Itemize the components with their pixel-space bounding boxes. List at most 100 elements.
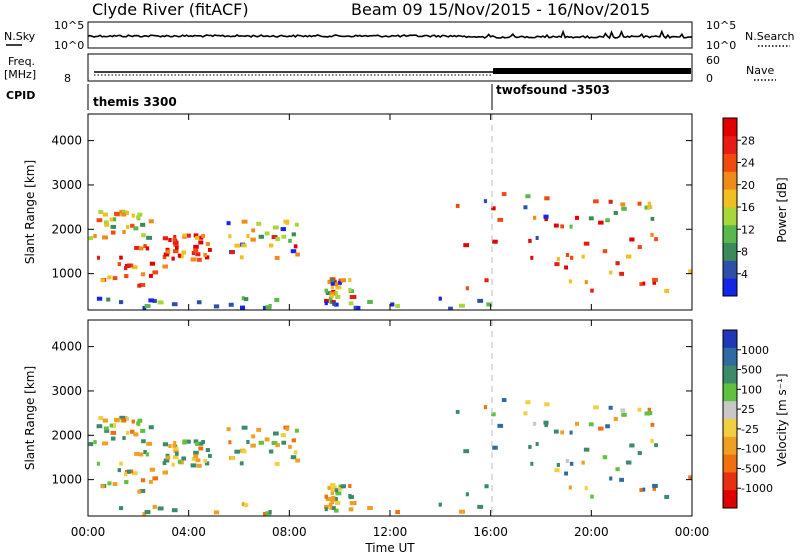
power-cell: [213, 304, 220, 309]
power-cell: [241, 243, 247, 248]
velocity-cell: [201, 440, 205, 445]
velocity-cell: [148, 425, 154, 430]
power-cell: [113, 211, 120, 216]
velocity-cell: [523, 411, 528, 416]
velocity-cell: [625, 460, 632, 465]
power-cell: [621, 206, 627, 211]
velocity-cell: [109, 423, 116, 428]
power-cell: [162, 236, 169, 241]
velocity-cell: [348, 484, 352, 489]
power-cell: [605, 218, 610, 223]
x-tick-label: 20:00: [574, 525, 609, 539]
power-cell: [340, 278, 346, 283]
power-cell: [196, 257, 202, 262]
power-cell: [258, 234, 264, 239]
velocity-cell: [104, 428, 110, 433]
power-cell: [620, 202, 626, 207]
velocity-cell: [328, 502, 333, 507]
beam-label: Beam 09: [351, 0, 423, 19]
velocity-cell: [615, 467, 620, 472]
power-cell: [367, 299, 373, 304]
power-cell: [132, 265, 138, 270]
velocity-cell: [590, 494, 594, 499]
velocity-cell: [241, 425, 248, 430]
velocity-cell: [330, 484, 335, 489]
power-cell: [483, 199, 488, 204]
nsearch-tick-bottom: 10^0: [706, 39, 736, 52]
date-range: 15/Nov/2015 - 16/Nov/2015: [428, 0, 650, 19]
power-cell: [162, 264, 169, 269]
nsky-series-line: [87, 29, 693, 40]
y-tick-label: 2000: [51, 428, 82, 442]
power-cell: [175, 245, 179, 250]
velocity-cell: [122, 436, 126, 441]
velocity-cell: [560, 430, 565, 435]
velocity-cell: [621, 412, 627, 417]
power-cell: [613, 210, 618, 215]
colorbar-swatch: [723, 365, 737, 384]
power-cell: [569, 255, 574, 260]
velocity-cell: [166, 455, 171, 460]
velocity-cell: [144, 510, 151, 515]
power-cell: [598, 220, 604, 225]
velocity-colorbar-label: Velocity [m s⁻¹]: [775, 373, 789, 466]
power-cell: [280, 227, 286, 232]
power-cell: [652, 277, 658, 282]
velocity-cell: [568, 485, 572, 490]
power-cell: [168, 238, 172, 243]
velocity-cell: [143, 450, 147, 455]
power-cell: [98, 210, 104, 215]
velocity-cell: [118, 506, 124, 511]
velocity-cell: [171, 462, 175, 467]
power-cell: [190, 257, 196, 262]
colorbar-tick-label: 20: [741, 179, 755, 192]
power-cell: [348, 278, 352, 283]
velocity-cell: [102, 418, 109, 423]
colorbar-tick-label: -25: [741, 423, 759, 436]
velocity-cell: [528, 444, 532, 449]
velocity-cell: [330, 500, 334, 505]
velocity-cell: [650, 438, 654, 443]
power-y-axis-label: Slant Range [km]: [23, 160, 37, 264]
velocity-cell: [650, 422, 655, 427]
power-cell: [131, 213, 135, 218]
velocity-cell: [491, 412, 496, 417]
power-cell: [295, 252, 300, 257]
power-cell: [228, 234, 232, 239]
power-cell: [581, 254, 585, 259]
power-cell: [356, 305, 361, 310]
power-cell: [544, 196, 550, 201]
power-cell: [109, 217, 116, 222]
power-cell: [590, 288, 594, 293]
velocity-cell: [639, 488, 643, 493]
power-cell: [110, 224, 117, 229]
x-tick-label: 08:00: [272, 525, 307, 539]
nave-label: Nave: [746, 64, 774, 77]
velocity-cell: [250, 443, 256, 448]
power-cell: [123, 266, 128, 271]
power-cell: [110, 230, 116, 235]
velocity-cell: [647, 407, 651, 412]
power-cell: [332, 301, 337, 306]
colorbar-swatch: [723, 436, 737, 455]
colorbar-swatch: [723, 207, 737, 226]
velocity-cell: [146, 441, 153, 446]
power-cell: [137, 283, 142, 288]
power-cell: [327, 279, 332, 284]
power-cell: [348, 287, 352, 292]
colorbar-tick-label: 25: [741, 403, 755, 416]
power-cell: [492, 239, 498, 244]
velocity-cell: [652, 486, 657, 491]
power-panel: 1000 2000 3000 4000 Slant Range [km]: [23, 113, 693, 311]
power-cell: [112, 276, 118, 281]
colorbar-tick-label: -500: [741, 462, 766, 475]
colorbar-swatch: [723, 171, 737, 190]
power-cell: [250, 237, 256, 242]
velocity-cell: [327, 485, 332, 490]
velocity-cell: [172, 455, 179, 460]
power-cell: [334, 302, 339, 307]
nsearch-label: N.Search: [745, 30, 795, 43]
power-cell: [330, 278, 335, 283]
velocity-cell: [207, 453, 212, 458]
velocity-cell: [175, 451, 179, 456]
